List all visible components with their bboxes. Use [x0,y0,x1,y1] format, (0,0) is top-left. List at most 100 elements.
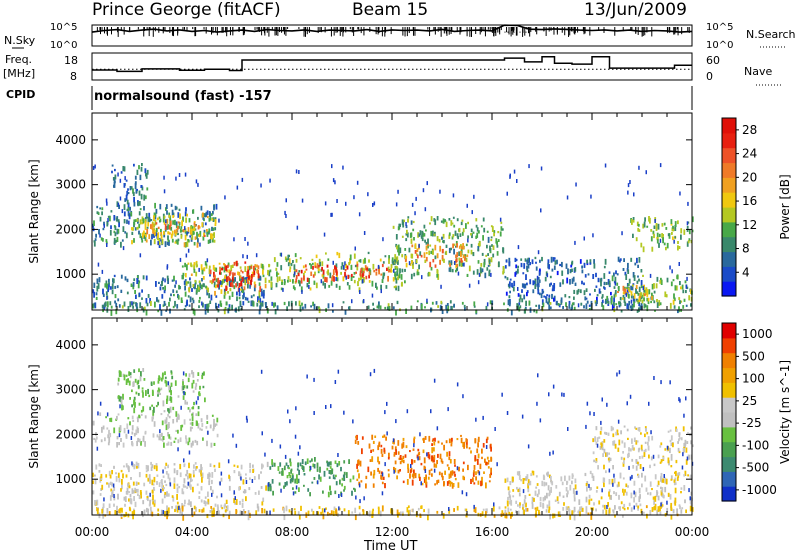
velocity-cell [477,436,480,442]
power-cell [158,242,161,248]
velocity-cell [309,460,312,463]
power-speckle [397,189,399,194]
velocity-cell [437,479,440,483]
velocity-cell [220,504,223,508]
power-cell [251,274,253,279]
power-cell [679,300,681,305]
power-cell [535,309,538,314]
velocity-cell [448,466,450,471]
velocity-cell [612,427,614,431]
velocity-cell [507,496,509,500]
power-cell [135,189,138,194]
power-cell [384,255,387,258]
power-cell [511,282,513,287]
velocity-cell [173,440,176,443]
power-cell [138,165,140,170]
velocity-cell [566,490,569,495]
power-cell [168,301,170,307]
power-cell [616,273,619,276]
velocity-cell [678,437,681,440]
velocity-cell [294,510,297,515]
velocity-cell [136,466,138,469]
power-cell [587,273,590,276]
velocity-cell [573,497,576,502]
velocity-cell [309,468,311,472]
power-speckle [296,225,299,230]
velocity-speckle [245,480,248,484]
velocity-cell [176,501,179,505]
velocity-cell [603,439,606,443]
power-cell [364,257,366,264]
velocity-cell [547,471,549,477]
power-cell [175,225,178,228]
velocity-cell [660,490,663,496]
velocity-cell [680,509,683,514]
power-cell [501,228,504,231]
power-speckle [344,261,346,266]
power-cell [252,301,255,307]
power-cell [132,227,134,231]
velocity-cell [609,457,612,461]
power-cell [261,302,264,307]
power-cell [193,262,196,266]
power-cell [421,237,424,242]
power-cell [274,309,277,315]
power-cell [487,253,489,256]
power-cell [678,297,681,301]
velocity-cell [152,494,154,501]
velocity-cell [186,385,189,389]
power-cell [656,299,658,303]
power-speckle [362,299,365,303]
velocity-cell [193,464,195,469]
power-cell [636,309,639,313]
power-cell [134,290,136,294]
power-cell [470,249,473,255]
xtick-label: 12:00 [375,525,410,539]
velocity-cell [612,509,615,514]
velocity-cell [512,476,514,482]
velocity-cell [329,470,332,475]
power-cell [174,241,177,244]
velocity-cell [218,462,221,468]
power-cell [415,259,418,264]
velocity-cell [634,491,637,498]
power-cell [499,231,502,237]
velocity-cell [174,508,176,513]
velocity-cell [101,508,104,514]
velocity-cell [129,497,132,504]
velocity-cell [314,457,316,462]
velocity-cell [470,450,472,454]
velocity-cell [448,456,451,461]
power-cell [365,275,368,280]
velocity-cell [402,511,404,515]
power-cell [405,262,408,268]
power-speckle [395,202,398,207]
power-cell [116,201,119,207]
velocity-cell [614,443,617,449]
velocity-cell [176,416,179,419]
velocity-cell [240,464,243,470]
power-cell [159,286,162,291]
power-cell [159,218,162,222]
power-cell [610,300,613,305]
power-cell [643,221,646,228]
velocity-cell [289,461,292,467]
velocity-cell [124,496,127,502]
velocity-cell [587,512,590,515]
velocity-cell [183,463,186,466]
velocity-cell [139,376,142,382]
velocity-cell [442,513,445,519]
power-cell [258,295,261,299]
velocity-cell [472,471,475,477]
power-cell [289,279,292,282]
power-cell [387,266,390,271]
power-cell [439,245,442,252]
power-cell [329,272,332,279]
power-cell [233,278,235,284]
power-cell [383,272,386,276]
power-cell [623,289,626,293]
power-cell [594,300,597,304]
power-cell [260,263,263,268]
velocity-cell [111,492,113,498]
